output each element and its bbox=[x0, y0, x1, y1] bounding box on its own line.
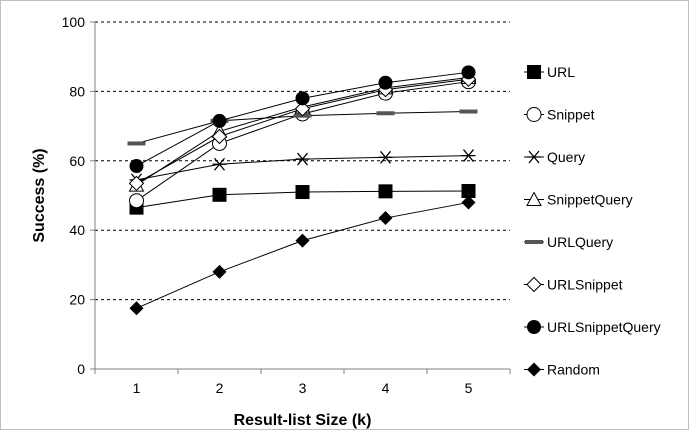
legend-item-url: URL bbox=[524, 64, 575, 80]
y-tick-label: 60 bbox=[69, 153, 85, 169]
x-tick-label: 1 bbox=[133, 380, 141, 396]
y-tick-label: 40 bbox=[69, 222, 85, 238]
data-point-urlsnippet bbox=[211, 128, 228, 145]
legend-item-urlsnippetquery: URLSnippetQuery bbox=[524, 319, 661, 335]
x-tick-label: 4 bbox=[382, 380, 390, 396]
y-tick-label: 80 bbox=[69, 83, 85, 99]
legend-label-snippetquery: SnippetQuery bbox=[547, 192, 633, 208]
legend-label-urlquery: URLQuery bbox=[547, 234, 613, 250]
legend-item-random: Random bbox=[524, 362, 600, 378]
legend-item-snippet: Snippet bbox=[524, 107, 595, 123]
y-tick-label: 20 bbox=[69, 292, 85, 308]
data-point-url bbox=[212, 187, 227, 202]
data-point-urlsnippetquery bbox=[378, 75, 393, 90]
legend-label-query: Query bbox=[547, 149, 585, 165]
legend-marker-urlquery bbox=[525, 240, 543, 244]
legend-marker-urlsnippet bbox=[526, 276, 542, 293]
legend-marker-snippetquery bbox=[526, 191, 542, 206]
data-point-random bbox=[129, 301, 144, 316]
legend-marker-url bbox=[527, 65, 541, 79]
axes: 0 20 40 60 80 100 1 2 3 4 5 bbox=[62, 14, 511, 396]
series-group bbox=[127, 65, 478, 316]
data-point-url bbox=[461, 183, 476, 198]
series-random bbox=[129, 195, 476, 316]
data-point-random bbox=[378, 211, 393, 226]
legend-label-random: Random bbox=[547, 362, 600, 378]
x-tick-label: 3 bbox=[299, 380, 307, 396]
legend-marker-random bbox=[527, 362, 541, 377]
legend-label-urlsnippetquery: URLSnippetQuery bbox=[547, 319, 661, 335]
legend-label-snippet: Snippet bbox=[547, 107, 595, 123]
data-point-query bbox=[212, 157, 227, 171]
data-point-url bbox=[295, 185, 310, 200]
data-point-urlquery bbox=[376, 111, 395, 116]
data-point-url bbox=[378, 184, 393, 199]
data-point-urlsnippetquery bbox=[461, 65, 476, 80]
series-query bbox=[129, 149, 476, 187]
data-point-urlsnippetquery bbox=[212, 113, 227, 128]
data-point-random bbox=[295, 233, 310, 248]
series-urlsnippetquery bbox=[129, 65, 476, 174]
legend-label-urlsnippet: URLSnippet bbox=[547, 277, 623, 293]
data-point-urlsnippetquery bbox=[129, 159, 144, 174]
y-tick-label: 100 bbox=[62, 14, 86, 30]
x-tick-label: 5 bbox=[465, 380, 473, 396]
data-point-random bbox=[212, 264, 227, 279]
legend: URLSnippetQuerySnippetQueryURLQueryURLSn… bbox=[524, 64, 661, 378]
legend-item-snippetquery: SnippetQuery bbox=[524, 191, 633, 208]
data-point-query bbox=[461, 149, 476, 163]
data-point-urlquery bbox=[127, 141, 146, 146]
legend-label-url: URL bbox=[547, 64, 575, 80]
legend-item-query: Query bbox=[524, 149, 585, 165]
x-tick-label: 2 bbox=[216, 380, 224, 396]
data-point-snippet bbox=[129, 193, 144, 209]
y-axis-title: Success (%) bbox=[31, 148, 48, 242]
data-point-urlquery bbox=[459, 109, 478, 114]
legend-marker-query bbox=[527, 150, 541, 164]
data-point-urlsnippet bbox=[128, 175, 145, 192]
data-point-query bbox=[378, 150, 393, 164]
data-point-urlsnippetquery bbox=[295, 91, 310, 106]
x-axis-title: Result-list Size (k) bbox=[234, 412, 372, 429]
data-point-urlsnippet bbox=[294, 101, 311, 117]
legend-marker-snippet bbox=[526, 107, 542, 122]
legend-marker-urlsnippetquery bbox=[527, 320, 541, 334]
data-point-query bbox=[295, 152, 310, 166]
legend-item-urlquery: URLQuery bbox=[524, 234, 613, 250]
data-point-random bbox=[461, 195, 476, 210]
y-tick-label: 0 bbox=[77, 361, 85, 377]
legend-item-urlsnippet: URLSnippet bbox=[524, 277, 623, 293]
